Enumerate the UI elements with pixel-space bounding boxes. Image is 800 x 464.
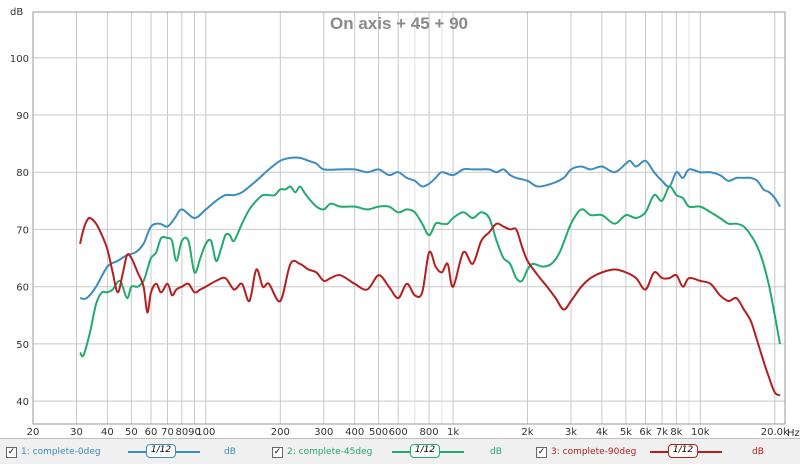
- x-tick-label: 800: [420, 427, 439, 438]
- legend-unit-0deg: dB: [224, 447, 236, 457]
- legend-label-90deg: 3: complete-90deg: [551, 447, 637, 457]
- x-tick-label: 40: [101, 427, 114, 438]
- legend-item-45deg: ✓ 2: complete-45deg: [272, 445, 372, 459]
- smoothing-box-0deg[interactable]: 1/12: [146, 444, 176, 458]
- legend-checkbox-0deg[interactable]: ✓: [6, 446, 17, 458]
- legend-unit-90deg: dB: [752, 447, 764, 457]
- x-tick-label: 400: [345, 427, 364, 438]
- x-tick-label: 7k: [656, 427, 668, 438]
- x-tick-label: 600: [389, 427, 408, 438]
- x-tick-label: 200: [271, 427, 290, 438]
- smoothing-control-90deg[interactable]: 1/12: [650, 444, 722, 460]
- x-tick-label: 50: [125, 427, 138, 438]
- legend-checkbox-45deg[interactable]: ✓: [272, 446, 283, 458]
- plot-area-background: [33, 12, 785, 424]
- x-tick-label: 70: [161, 427, 174, 438]
- x-tick-label: 20.0k: [761, 427, 789, 438]
- legend-bar: ✓ 1: complete-0deg 1/12 dB ✓ 2: complete…: [0, 438, 800, 464]
- y-tick-label: 60: [16, 283, 29, 294]
- legend-label-0deg: 1: complete-0deg: [21, 447, 101, 457]
- series-line-1: [79, 156, 781, 300]
- y-tick-label: 80: [16, 168, 29, 179]
- y-tick-label: 40: [16, 397, 29, 408]
- x-tick-label: 90: [188, 427, 201, 438]
- x-tick-label: 500: [369, 427, 388, 438]
- y-axis-label: dB: [10, 7, 23, 18]
- x-tick-label: 6k: [639, 427, 651, 438]
- x-tick-label: 8k: [670, 427, 682, 438]
- legend-item-90deg: ✓ 3: complete-90deg: [536, 445, 636, 459]
- x-tick-label: 300: [314, 427, 333, 438]
- y-tick-label: 90: [16, 111, 29, 122]
- x-tick-label: 30: [70, 427, 83, 438]
- x-tick-label: 20: [27, 427, 40, 438]
- plot-frame: [32, 11, 786, 425]
- legend-label-45deg: 2: complete-45deg: [287, 447, 373, 457]
- smoothing-control-45deg[interactable]: 1/12: [392, 444, 464, 460]
- y-tick-label: 100: [10, 54, 29, 65]
- x-tick-label: 60: [145, 427, 158, 438]
- x-axis-label: Hz: [787, 428, 800, 438]
- smoothing-box-90deg[interactable]: 1/12: [668, 444, 698, 458]
- legend-item-0deg: ✓ 1: complete-0deg: [6, 445, 101, 459]
- series-line-3: [79, 216, 781, 397]
- legend-unit-45deg: dB: [490, 447, 502, 457]
- x-tick-label: 4k: [596, 427, 608, 438]
- x-tick-label: 5k: [620, 427, 632, 438]
- smoothing-box-45deg[interactable]: 1/12: [410, 444, 440, 458]
- series-lines: [79, 156, 781, 397]
- y-tick-label: 70: [16, 225, 29, 236]
- smoothing-control-0deg[interactable]: 1/12: [128, 444, 200, 460]
- y-tick-label: 50: [16, 340, 29, 351]
- x-tick-label: 1k: [447, 427, 459, 438]
- x-tick-label: 100: [196, 427, 215, 438]
- x-tick-label: 2k: [521, 427, 533, 438]
- series-line-2: [79, 185, 781, 358]
- legend-checkbox-90deg[interactable]: ✓: [536, 446, 547, 458]
- x-tick-label: 10k: [691, 427, 710, 438]
- x-tick-label: 80: [176, 427, 189, 438]
- chart-title: On axis + 45 + 90: [330, 14, 468, 33]
- x-tick-label: 3k: [565, 427, 577, 438]
